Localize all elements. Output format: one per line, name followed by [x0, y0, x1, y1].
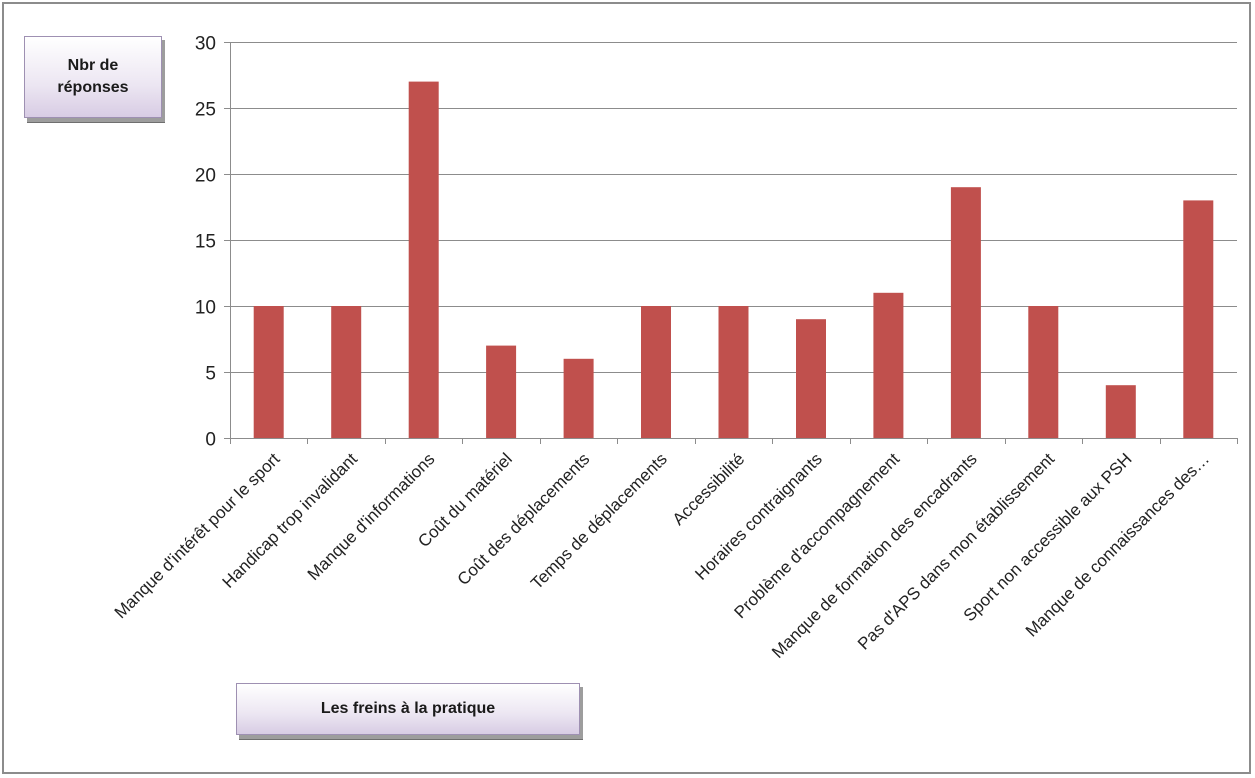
- x-category-label-7: Accessibilité: [669, 449, 749, 529]
- bar-1: [253, 306, 284, 438]
- bar-2: [331, 306, 362, 438]
- bar-3: [408, 81, 439, 438]
- x-category-label-12: Sport non accessible aux PSH: [960, 449, 1136, 625]
- y-tick-label-15: 15: [195, 232, 216, 253]
- bar-8: [796, 319, 826, 438]
- x-category-label-9: Problème d'accompagnement: [730, 449, 903, 622]
- x-category-label-6: Temps de déplacements: [527, 449, 671, 593]
- y-tick-label-20: 20: [195, 166, 216, 187]
- bar-13: [1183, 200, 1214, 438]
- bar-7: [718, 306, 749, 438]
- x-category-label-1: Manque d'intérêt pour le sport: [111, 449, 284, 622]
- bar-10: [950, 187, 981, 438]
- bar-9: [873, 292, 904, 438]
- x-category-label-3: Manque d'informations: [304, 449, 439, 584]
- bar-6: [641, 306, 671, 438]
- y-tick-label-25: 25: [195, 100, 216, 121]
- x-category-label-8: Horaires contraignants: [691, 449, 825, 583]
- x-category-label-2: Handicap trop invalidant: [219, 449, 362, 592]
- y-tick-label-5: 5: [205, 364, 216, 385]
- y-axis-label: Nbr de réponses: [24, 36, 162, 118]
- y-tick-label-30: 30: [195, 34, 216, 55]
- x-axis-label: Les freins à la pratique: [236, 683, 580, 735]
- bar-4: [486, 345, 517, 438]
- bar-11: [1028, 306, 1059, 438]
- x-category-label-5: Coût des déplacements: [454, 449, 594, 589]
- y-tick-label-10: 10: [195, 298, 216, 319]
- y-tick-label-0: 0: [205, 430, 216, 451]
- bar-12: [1105, 385, 1136, 438]
- bar-5: [563, 358, 594, 438]
